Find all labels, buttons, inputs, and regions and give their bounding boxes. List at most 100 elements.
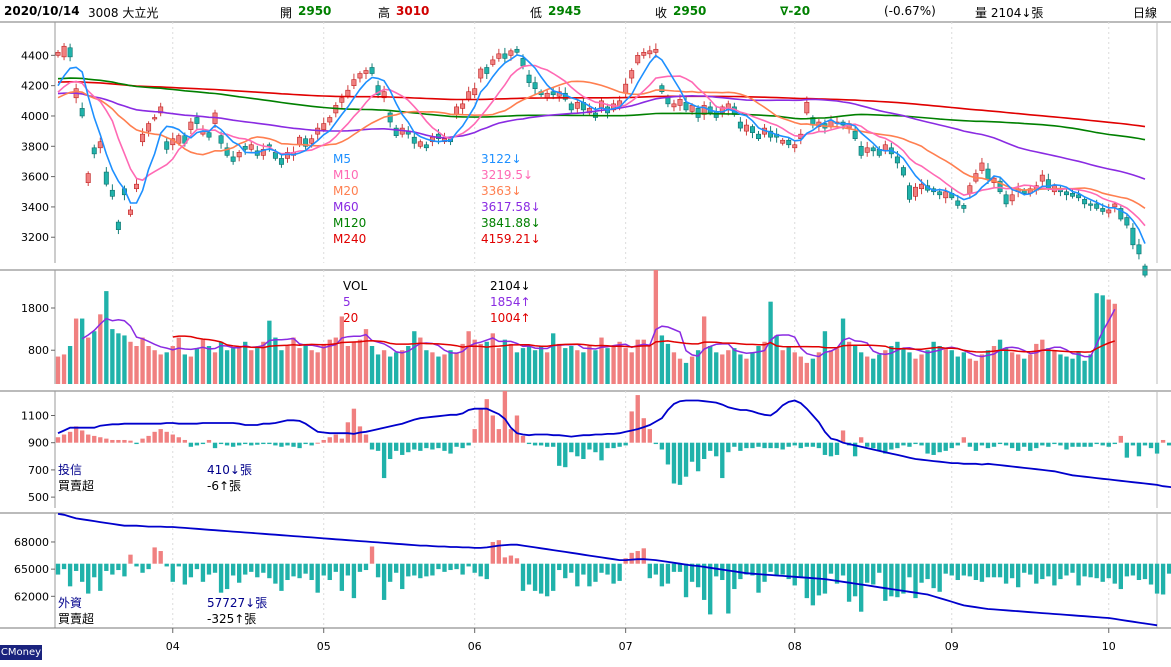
foreign-flow-bar	[261, 563, 266, 573]
foreign-flow-bar	[581, 563, 586, 575]
period-label[interactable]: 日線	[1133, 6, 1158, 20]
volume-bar	[406, 346, 411, 384]
foreign-axis-tick-label: 62000	[14, 590, 49, 603]
foreign-flow-bar	[865, 563, 870, 583]
foreign-flow-bar	[472, 563, 477, 573]
foreign-flow-bar	[406, 563, 411, 577]
trust-flow-bar	[671, 442, 677, 484]
volume-bar	[279, 350, 284, 384]
x-axis-tick-label: 08	[788, 640, 802, 653]
trust-flow-bar	[273, 442, 278, 446]
volume-bar	[261, 341, 266, 384]
candle-body	[508, 50, 514, 56]
volume-bar	[883, 350, 888, 384]
foreign-flow-bar	[520, 563, 526, 591]
foreign-flow-bar	[1106, 563, 1111, 579]
foreign-flow-bar	[605, 563, 610, 575]
foreign-flow-bar	[889, 563, 894, 597]
stock-name: 3008 大立光	[88, 6, 159, 20]
volume-bar	[1046, 348, 1051, 384]
foreign-flow-bar	[297, 563, 302, 579]
volume-bar	[677, 358, 683, 384]
volume-bar	[170, 346, 175, 384]
trust-axis-tick-label: 1100	[21, 409, 49, 422]
trust-flow-bar	[587, 442, 592, 450]
foreign-flow-bar	[508, 555, 514, 564]
foreign-flow-bar	[218, 563, 224, 593]
foreign-flow-bar	[188, 563, 194, 578]
trust-flow-bar	[98, 437, 103, 443]
foreign-flow-bar	[629, 552, 634, 564]
trust-flow-bar	[544, 442, 550, 447]
foreign-axis-tick-label: 68000	[14, 536, 49, 549]
volume-bar	[575, 350, 580, 384]
volume-bar	[931, 341, 936, 384]
volume-bar	[774, 335, 779, 384]
volume-bar	[587, 346, 592, 384]
trust-flow-bar	[327, 437, 332, 443]
low-label: 低	[530, 6, 543, 20]
volume-bar	[997, 339, 1003, 384]
volume-bar	[496, 348, 502, 384]
legend-name-m240: M240	[333, 232, 366, 246]
trust-flow-bar	[110, 439, 115, 443]
foreign-flow-bar	[538, 563, 544, 594]
volume-bar	[865, 356, 870, 384]
trust-flow-bar	[490, 415, 495, 443]
candle-body	[544, 92, 550, 99]
volume-bar	[834, 348, 840, 384]
trust-flow-bar	[1124, 442, 1130, 458]
foreign-flow-bar	[381, 563, 387, 600]
foreign-flow-bar	[714, 563, 719, 577]
foreign-flow-bar	[176, 563, 181, 567]
foreign-flow-bar	[671, 563, 677, 572]
volume-bar	[243, 341, 248, 384]
trust-flow-bar	[1154, 442, 1160, 454]
volume-bar	[991, 346, 997, 384]
x-axis-tick-label: 06	[468, 640, 482, 653]
trust-flow-bar	[1112, 442, 1117, 445]
foreign-flow-bar	[677, 563, 683, 572]
volume-bar	[665, 343, 671, 384]
volume-bar	[164, 352, 169, 384]
trust-flow-bar	[557, 442, 562, 466]
trust-flow-bar	[532, 442, 538, 446]
foreign-flow-bar	[502, 557, 508, 564]
trust-flow-bar	[1100, 442, 1105, 446]
volume-bar	[1022, 358, 1027, 384]
trust-flow-bar	[200, 442, 206, 445]
volume-bar	[339, 316, 345, 384]
trust-flow-bar	[732, 442, 737, 447]
trust-flow-bar	[484, 399, 489, 443]
foreign-flow-bar	[122, 563, 127, 577]
legend-name-m5: M5	[333, 152, 351, 166]
foreign-flow-bar	[315, 563, 320, 593]
volume-bar	[98, 314, 103, 384]
price-axis-tick-label: 4200	[21, 80, 49, 93]
trust-flow-bar	[1142, 442, 1148, 446]
volume-bar	[1106, 299, 1111, 384]
trust-flow-bar	[297, 442, 302, 449]
volume-bar	[345, 346, 351, 384]
foreign-flow-bar	[871, 563, 876, 585]
candle-body	[514, 48, 520, 53]
foreign-flow-bar	[985, 563, 991, 578]
candle-body	[792, 144, 798, 149]
volume-bar	[140, 337, 145, 384]
change-value: ∇-20	[780, 4, 811, 18]
foreign-flow-bar	[369, 546, 375, 564]
volume-legend-name: 20	[343, 311, 358, 325]
volume-bar	[1100, 295, 1105, 384]
trust-flow-bar	[653, 442, 659, 445]
candle-body	[635, 55, 641, 64]
trust-flow-bar	[1076, 442, 1081, 447]
high-value: 3010	[396, 4, 430, 18]
candle-body	[103, 171, 109, 185]
volume-bar	[194, 348, 200, 384]
legend-name-m60: M60	[333, 200, 359, 214]
candle-body	[1039, 174, 1045, 182]
volume-bar	[424, 350, 429, 384]
trust-flow-bar	[683, 442, 689, 477]
trust-flow-bar	[611, 442, 616, 449]
